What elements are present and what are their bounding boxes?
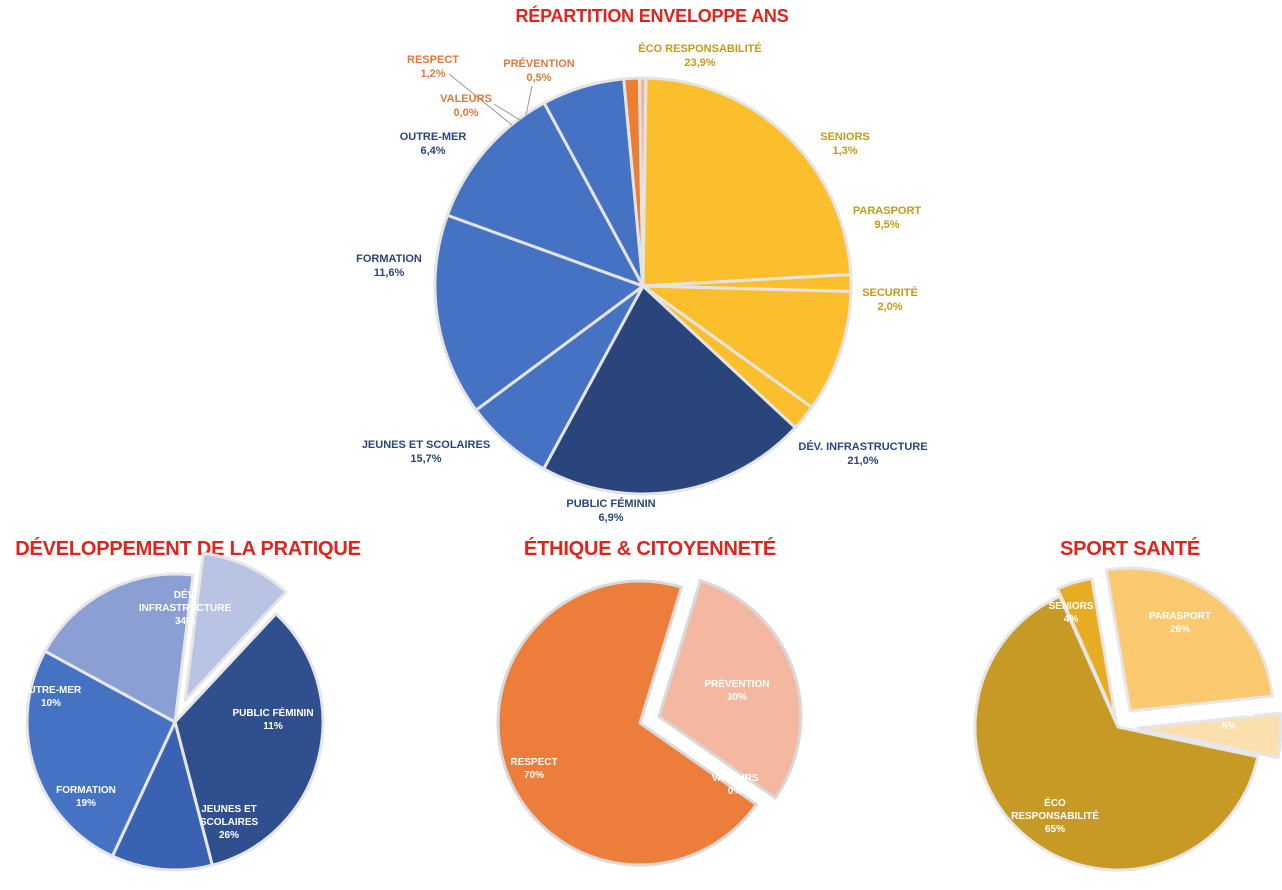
slice-value-label: 4%	[1064, 614, 1079, 625]
slice-value-label: 10%	[41, 698, 61, 709]
slice-name-label: SENIORS	[820, 131, 870, 143]
pie-slice-parasport	[641, 284, 853, 409]
slice-value-label: 0,0%	[453, 107, 478, 119]
slice-name-label: PRÉVENTION	[503, 57, 575, 70]
pie-slice-prevention	[657, 579, 803, 800]
slice-value-label: 15,7%	[410, 453, 441, 465]
pie-chart-sport-sante: SENIORS 4% PARASPORT 26% SECURITÉ 5% ÉCORESPON…	[973, 566, 1282, 872]
slice-name-label: PUBLIC FÉMININ	[232, 706, 313, 719]
slice-name-label: INFRASTRUCTURE	[139, 603, 232, 614]
pie-chart-repartition-enveloppe-ans: ÉCO RESPONSABILITÉ 23,9% SENIORS 1,3% PARASP…	[356, 42, 927, 524]
slice-value-label: 9,5%	[874, 219, 899, 231]
slice-name-label: OUTRE-MER	[21, 685, 82, 696]
leader-line	[448, 73, 513, 126]
slice-name-label: SENIORS	[1048, 601, 1093, 612]
slice-value-label: 0%	[728, 786, 743, 797]
pie-slice-parasport	[1104, 566, 1274, 713]
slice-value-label: 26%	[219, 830, 239, 841]
slice-name-label: ÉCO RESPONSABILITÉ	[638, 42, 761, 55]
slice-name-label: RESPECT	[510, 757, 557, 768]
slice-name-label: PUBLIC FÉMININ	[566, 497, 655, 510]
pie-slice-securite	[1136, 711, 1282, 760]
slice-value-label: 1,3%	[832, 145, 857, 157]
pie-slice-dev-infrastructure	[173, 612, 325, 867]
slice-name-label: PRÉVENTION	[704, 677, 769, 690]
slice-name-label: SECURITÉ	[1204, 706, 1255, 719]
slice-value-label: 5%	[1222, 721, 1237, 732]
slice-name-label: VALEURS	[440, 93, 492, 105]
slice-name-label: DÉV.	[174, 588, 197, 601]
pie-slice-eco-responsabilite	[973, 594, 1260, 872]
pie-slice-eco-responsabilite	[641, 76, 853, 288]
chart-title-sport-sante: SPORT SANTÉ	[1059, 538, 1201, 560]
slice-value-label: 6,9%	[598, 512, 623, 524]
slice-name-label: OUTRE-MER	[400, 131, 467, 143]
pie-slice-formation	[445, 101, 645, 288]
slice-value-label: 6,4%	[420, 145, 445, 157]
chart-title-developpement: DÉVELOPPEMENT DE LA PRATIQUE	[15, 538, 361, 560]
pie-slice-formation	[43, 572, 195, 724]
pie-slice-prevention	[637, 76, 648, 288]
pie-slice-public-feminin	[110, 720, 214, 872]
slice-name-label: FORMATION	[56, 785, 116, 796]
slice-value-label: 23,9%	[684, 57, 715, 69]
pie-chart-developpement-de-la-pratique: DÉV. INFRASTRUCTURE 34% PUBLIC FÉMININ 11% JE…	[21, 551, 325, 872]
pie-slice-seniors	[1056, 576, 1118, 721]
slice-name-label: JEUNES ET SCOLAIRES	[362, 439, 490, 451]
slice-name-label: SECURITÉ	[862, 286, 918, 299]
slice-name-label: JEUNES ET	[201, 804, 257, 815]
pie-slice-respect	[496, 579, 758, 867]
slice-name-label: RESPECT	[407, 54, 459, 66]
slice-value-label: 1,2%	[420, 68, 445, 80]
slice-value-label: 30%	[727, 692, 747, 703]
slice-value-label: 0,5%	[526, 72, 551, 84]
pie-slice-jeunes-et-scolaires	[433, 213, 645, 412]
chart-title-main: RÉPARTITION ENVELOPPE ANS	[515, 6, 789, 26]
pie-slice-dev-infrastructure	[542, 284, 797, 496]
slice-value-label: 34%	[175, 616, 195, 627]
slice-name-label: ÉCO	[1044, 796, 1066, 809]
leader-line	[493, 103, 521, 121]
slice-value-label: 70%	[524, 770, 544, 781]
slice-value-label: 11%	[263, 721, 283, 732]
leader-line	[525, 85, 533, 116]
slice-name-label: DÉV. INFRASTRUCTURE	[798, 440, 927, 453]
slice-value-label: 2,0%	[877, 301, 902, 313]
pie-slice-outre-mer	[183, 551, 288, 702]
slice-value-label: 21,0%	[847, 455, 878, 467]
slice-name-label: SCOLAIRES	[200, 817, 259, 828]
slice-name-label: FORMATION	[356, 253, 422, 265]
slice-value-label: 65%	[1045, 824, 1065, 835]
chart-title-ethique: ÉTHIQUE & CITOYENNETÉ	[523, 538, 777, 560]
slice-value-label: 19%	[76, 798, 96, 809]
slice-name-label: RESPONSABILITÉ	[1011, 809, 1099, 822]
slice-value-label: 26%	[1170, 624, 1190, 635]
slice-value-label: 11,6%	[374, 267, 405, 279]
pie-chart-ethique-citoyennete: PRÉVENTION 30% VALEURS 0% RESPECT 70%	[496, 579, 803, 867]
slice-name-label: VALEURS	[711, 773, 758, 784]
slice-name-label: PARASPORT	[1149, 611, 1211, 622]
slice-name-label: PARASPORT	[853, 205, 922, 217]
